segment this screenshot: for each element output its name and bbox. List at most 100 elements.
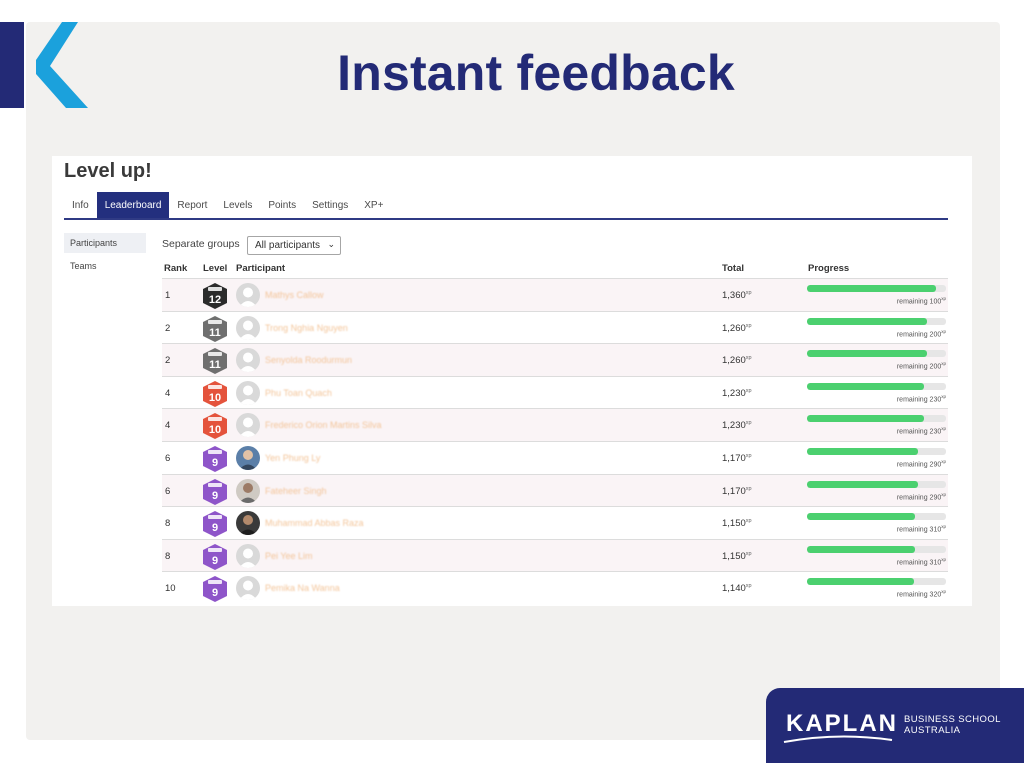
level-badge-icon: 9 xyxy=(203,543,227,570)
column-header-participant[interactable]: Participant xyxy=(236,263,286,274)
remaining-xp: remaining 290xp xyxy=(896,491,946,501)
rank-cell: 6 xyxy=(165,485,171,497)
level-badge-icon: 9 xyxy=(203,445,227,472)
table-row: 6 9 Yen Phung Ly 1,170xp remaining 290xp xyxy=(162,440,948,474)
kaplan-subtitle-line1: BUSINESS SCHOOL xyxy=(904,714,1001,725)
tab-info[interactable]: Info xyxy=(72,199,89,211)
svg-text:9: 9 xyxy=(212,555,218,567)
progress-bar xyxy=(807,447,946,455)
progress-bar xyxy=(807,382,946,390)
participant-name[interactable]: Yen Phung Ly xyxy=(265,452,321,463)
participant-name[interactable]: Frederico Orion Martins Silva xyxy=(265,420,382,431)
participant-name[interactable]: Pemika Na Wanna xyxy=(265,583,340,594)
table-row: 2 11 Senyolda Roodurmun 1,260xp remaining 20… xyxy=(162,343,948,376)
table-row: 8 9 Pei Yee Lim 1,150xp remaining 310xp xyxy=(162,538,948,572)
progress-bar xyxy=(807,480,946,488)
total-xp: 1,230xp xyxy=(722,387,752,399)
participant-name[interactable]: Phu Toan Quach xyxy=(265,387,332,398)
total-xp: 1,170xp xyxy=(722,485,752,497)
kaplan-swoosh-icon xyxy=(783,735,893,743)
sidebar-item-teams[interactable]: Teams xyxy=(70,261,97,271)
column-header-rank[interactable]: Rank xyxy=(164,263,188,274)
avatar xyxy=(236,283,260,307)
table-row: 10 9 Pemika Na Wanna 1,140xp remaining 320xp xyxy=(162,571,948,604)
rank-cell: 2 xyxy=(165,355,171,367)
table-row: 2 11 Trong Nghia Nguyen 1,260xp remaining 20… xyxy=(162,310,948,344)
level-badge-icon: 12 xyxy=(203,283,227,309)
level-badge-icon: 10 xyxy=(203,413,227,440)
groups-label: Separate groups xyxy=(162,238,240,250)
remaining-xp: remaining 290xp xyxy=(896,458,946,469)
leaderboard-table: 1 12 Mathys Callow 1,360xp remaining 100xp 2 1… xyxy=(162,278,948,604)
total-xp: 1,170xp xyxy=(722,452,752,465)
remaining-xp: remaining 310xp xyxy=(896,556,946,567)
participant-name[interactable]: Senyolda Roodurmun xyxy=(265,355,353,366)
tab-leaderboard[interactable]: Leaderboard xyxy=(96,192,170,218)
participant-name[interactable]: Muhammad Abbas Raza xyxy=(265,518,364,529)
avatar xyxy=(236,543,260,568)
table-row: 8 9 Muhammad Abbas Raza 1,150xp remaining 31… xyxy=(162,506,948,539)
remaining-xp: remaining 230xp xyxy=(896,393,946,404)
column-header-level[interactable]: Level xyxy=(203,263,228,274)
total-xp: 1,150xp xyxy=(722,550,752,562)
level-badge-icon: 10 xyxy=(203,380,227,407)
svg-text:9: 9 xyxy=(212,490,218,502)
table-row: 4 10 Frederico Orion Martins Silva 1,230xp r… xyxy=(162,408,948,441)
avatar xyxy=(236,413,260,438)
level-badge-icon: 9 xyxy=(203,576,227,603)
sidebar-item-participants[interactable]: Participants xyxy=(64,233,146,253)
kaplan-subtitle-line2: AUSTRALIA xyxy=(904,725,961,736)
tab-settings[interactable]: Settings xyxy=(312,199,349,211)
svg-text:12: 12 xyxy=(209,294,221,306)
groups-select-value: All participants xyxy=(255,240,321,251)
leaderboard-screenshot: Level up! Info Leaderboard Report Levels Poi… xyxy=(52,156,972,606)
total-xp: 1,230xp xyxy=(722,420,752,432)
participant-name[interactable]: Trong Nghia Nguyen xyxy=(265,322,348,333)
avatar xyxy=(236,380,260,405)
total-xp: 1,360xp xyxy=(722,290,752,302)
svg-text:9: 9 xyxy=(212,457,218,469)
table-row: 4 10 Phu Toan Quach 1,230xp remaining 230xp xyxy=(162,375,948,409)
page-heading: Level up! xyxy=(64,160,152,182)
tab-xp-[interactable]: XP+ xyxy=(364,199,384,211)
total-xp: 1,260xp xyxy=(722,355,752,367)
participant-name[interactable]: Fateheer Singh xyxy=(265,485,327,496)
table-row: 6 9 Fateheer Singh 1,170xp remaining 290xp xyxy=(162,473,948,507)
rank-cell: 1 xyxy=(165,290,171,301)
kaplan-k-logo xyxy=(0,22,88,108)
avatar xyxy=(236,348,260,373)
svg-text:11: 11 xyxy=(209,327,221,339)
level-badge-icon: 9 xyxy=(203,478,227,505)
svg-text:9: 9 xyxy=(212,587,218,599)
tab-points[interactable]: Points xyxy=(268,199,297,211)
level-badge-icon: 9 xyxy=(203,511,227,538)
column-header-total[interactable]: Total xyxy=(722,263,744,274)
rank-cell: 4 xyxy=(165,420,171,432)
avatar xyxy=(236,445,260,470)
level-badge-icon: 11 xyxy=(203,315,227,342)
avatar xyxy=(236,511,260,536)
svg-text:11: 11 xyxy=(209,359,221,371)
svg-text:10: 10 xyxy=(209,424,221,436)
progress-bar xyxy=(807,545,946,553)
remaining-xp: remaining 310xp xyxy=(896,524,946,534)
table-row: 1 12 Mathys Callow 1,360xp remaining 100xp xyxy=(162,278,948,311)
column-header-progress[interactable]: Progress xyxy=(808,263,850,274)
participant-name[interactable]: Pei Yee Lim xyxy=(265,550,313,561)
tab-report[interactable]: Report xyxy=(177,199,208,211)
remaining-xp: remaining 200xp xyxy=(896,361,946,371)
svg-text:9: 9 xyxy=(212,522,218,534)
total-xp: 1,260xp xyxy=(722,322,752,334)
remaining-xp: remaining 230xp xyxy=(896,426,946,436)
tab-levels[interactable]: Levels xyxy=(223,199,253,211)
progress-bar xyxy=(807,317,946,325)
progress-bar xyxy=(807,350,946,358)
rank-cell: 8 xyxy=(165,518,171,530)
groups-select[interactable]: All participants ⌄ xyxy=(247,236,341,255)
slide-title: Instant feedback xyxy=(337,45,735,101)
rank-cell: 8 xyxy=(165,550,171,562)
chevron-down-icon: ⌄ xyxy=(327,239,335,249)
remaining-xp: remaining 100xp xyxy=(896,296,946,306)
svg-text:10: 10 xyxy=(209,392,221,404)
participant-name[interactable]: Mathys Callow xyxy=(265,290,324,300)
